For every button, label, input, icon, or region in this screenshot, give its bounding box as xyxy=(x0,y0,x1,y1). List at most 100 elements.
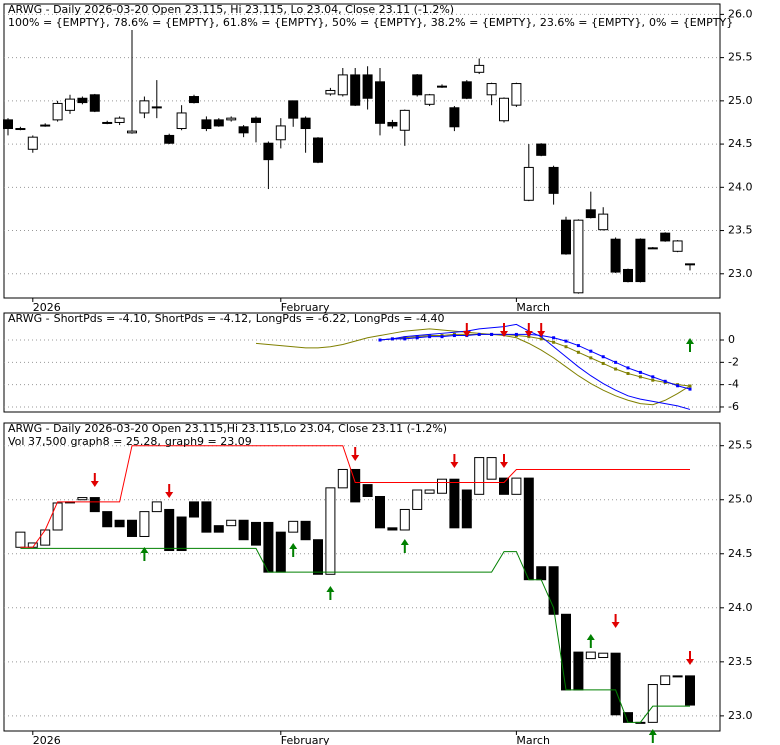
candle-body xyxy=(89,497,100,513)
candle-body xyxy=(288,520,299,533)
candle-body xyxy=(3,119,13,130)
y-tick-label: -6 xyxy=(728,400,739,413)
candle-body xyxy=(114,519,125,528)
candle-body xyxy=(474,457,485,495)
legend-entry: Vol 37,500 xyxy=(8,435,66,448)
candle-body xyxy=(337,74,348,96)
candle-body xyxy=(623,268,633,283)
candle-body xyxy=(387,527,398,531)
y-tick-label: 23.5 xyxy=(728,224,753,237)
legend-entry: 23.6% = {EMPTY}, xyxy=(540,16,645,29)
series-line xyxy=(379,333,691,390)
candle-body xyxy=(672,675,683,678)
panel-frame xyxy=(3,422,721,732)
x-tick-label: March xyxy=(516,301,550,314)
candle-body xyxy=(201,119,212,130)
candle-body xyxy=(350,74,361,106)
buy-arrow xyxy=(686,338,694,352)
candle-body xyxy=(672,240,683,252)
candle-body xyxy=(176,516,187,552)
candle-body xyxy=(486,83,497,96)
candle-body xyxy=(437,85,447,88)
x-tick-label: 2026 xyxy=(33,734,61,745)
candle-body xyxy=(412,74,423,96)
y-tick-label: 25.5 xyxy=(728,439,753,452)
candle-body xyxy=(399,508,410,531)
candle-body xyxy=(151,106,162,109)
candle-body xyxy=(114,117,125,123)
x-tick-label: 2026 xyxy=(33,301,61,314)
candle-body xyxy=(151,501,162,513)
candle-body xyxy=(313,539,323,575)
candle-body xyxy=(102,511,113,528)
candle-body xyxy=(573,219,584,294)
sell-arrow xyxy=(537,323,546,337)
candle-body xyxy=(251,521,261,546)
sell-arrow xyxy=(524,323,533,337)
candle-body xyxy=(251,117,261,123)
y-tick-label: -2 xyxy=(728,355,739,368)
candle-body xyxy=(461,81,472,99)
candle-body xyxy=(461,489,472,529)
sell-arrow xyxy=(351,447,360,461)
candle-body xyxy=(263,521,274,573)
panel-title: ARWG - xyxy=(8,312,50,325)
y-tick-label: 23.0 xyxy=(728,709,753,722)
legend-entry: LongPds = -4.40 xyxy=(354,312,445,325)
candle-body xyxy=(536,566,547,581)
buy-arrow xyxy=(140,547,149,561)
buy-arrow xyxy=(648,729,657,743)
candle-body xyxy=(598,213,609,231)
y-tick-label: 25.0 xyxy=(728,493,753,506)
candle-body xyxy=(511,83,522,106)
candle-body xyxy=(189,501,199,518)
candle-body xyxy=(685,263,695,266)
candle-body xyxy=(585,209,596,219)
candle-body xyxy=(412,489,423,510)
candle-body xyxy=(660,675,671,686)
candle-body xyxy=(300,520,311,541)
candle-body xyxy=(561,613,571,691)
candle-body xyxy=(511,477,522,495)
legend-entry: graph8 = 25.28, xyxy=(70,435,160,448)
y-tick-label: 23.0 xyxy=(728,267,753,280)
candle-body xyxy=(585,651,596,660)
buy-arrow xyxy=(326,586,335,600)
candle-body xyxy=(288,100,299,119)
sell-arrow xyxy=(500,454,508,468)
candle-body xyxy=(523,166,534,201)
y-tick-label: 25.5 xyxy=(728,51,753,64)
candle-body xyxy=(437,478,447,494)
candle-body xyxy=(139,511,150,537)
candle-body xyxy=(362,74,373,99)
sell-arrow xyxy=(611,614,620,628)
series-line xyxy=(379,333,691,387)
legend-entry: 50% = {EMPTY}, xyxy=(332,16,427,29)
candle-body xyxy=(213,119,224,127)
candle-body xyxy=(523,477,534,581)
y-tick-label: 25.0 xyxy=(728,94,753,107)
candle-body xyxy=(387,121,398,127)
candle-body xyxy=(647,247,658,250)
candle-body xyxy=(77,497,88,501)
x-tick-label: February xyxy=(281,734,330,745)
candle-body xyxy=(15,128,26,131)
candle-body xyxy=(375,495,385,529)
candle-body xyxy=(102,121,113,124)
candle-body xyxy=(499,97,509,122)
candle-body xyxy=(474,64,485,73)
candle-body xyxy=(325,487,336,575)
series-line xyxy=(255,328,691,406)
candle-body xyxy=(238,519,249,541)
candle-body xyxy=(127,519,137,537)
candle-body xyxy=(164,134,175,144)
candle-body xyxy=(598,652,609,659)
y-tick-label: 0 xyxy=(728,333,735,346)
candle-body xyxy=(52,502,63,531)
candle-body xyxy=(424,489,435,494)
candle-body xyxy=(337,468,348,489)
sell-arrow xyxy=(462,323,471,337)
buy-arrow xyxy=(289,543,298,557)
candle-body xyxy=(362,484,373,497)
